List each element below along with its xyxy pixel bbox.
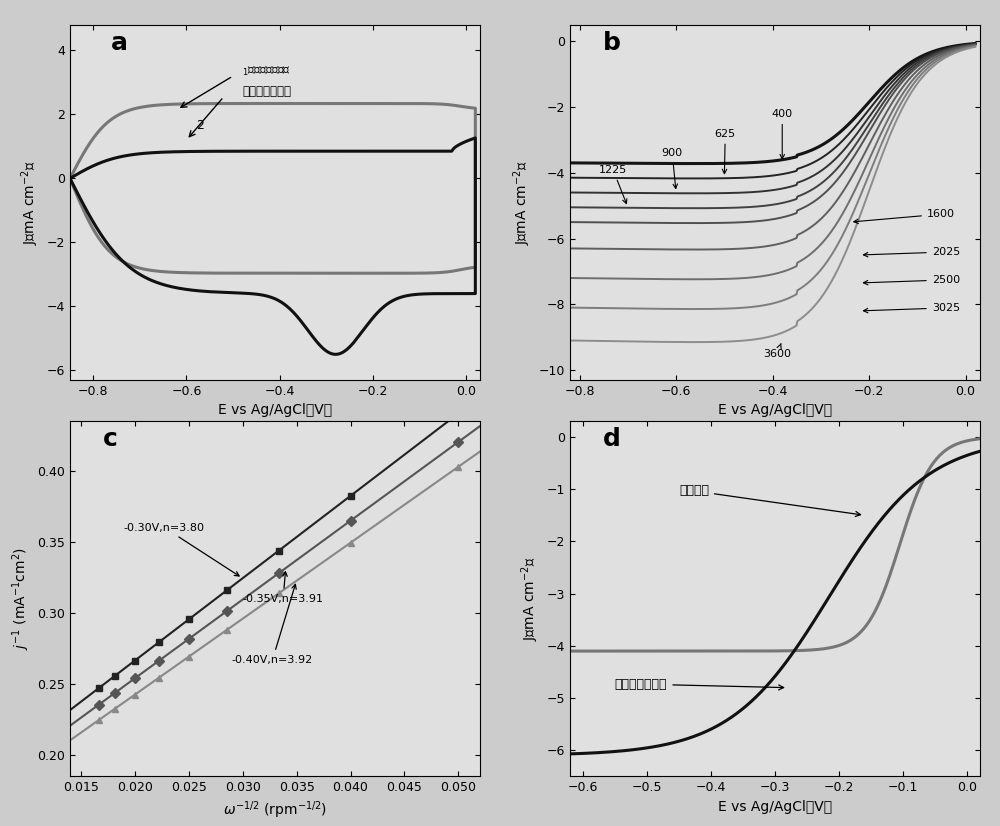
Text: 900: 900 — [662, 149, 683, 188]
Y-axis label: J（mA cm$^{-2}$）: J（mA cm$^{-2}$） — [519, 557, 541, 641]
Text: b: b — [603, 31, 621, 55]
Text: a: a — [111, 31, 128, 55]
Text: -0.30V,n=3.80: -0.30V,n=3.80 — [124, 523, 239, 576]
Text: 625: 625 — [715, 129, 736, 173]
Text: 2: 2 — [196, 119, 204, 132]
Text: 商业铂碳: 商业铂碳 — [679, 484, 861, 516]
Y-axis label: J（mA cm$^{-2}$）: J（mA cm$^{-2}$） — [512, 160, 533, 244]
Text: 1225: 1225 — [599, 164, 627, 203]
Y-axis label: $j^{-1}$ (mA$^{-1}$cm$^{2}$): $j^{-1}$ (mA$^{-1}$cm$^{2}$) — [10, 548, 32, 650]
Text: d: d — [603, 427, 621, 451]
Text: $_{1}$（饱和氮气下）: $_{1}$（饱和氮气下） — [242, 65, 291, 78]
Text: 3600: 3600 — [763, 344, 791, 359]
Text: 3025: 3025 — [863, 303, 960, 313]
Text: -0.35V,n=3.91: -0.35V,n=3.91 — [243, 572, 324, 604]
Text: （饱和氧气下）: （饱和氧气下） — [242, 85, 291, 98]
Text: c: c — [103, 427, 118, 451]
Y-axis label: J（mA cm$^{-2}$）: J（mA cm$^{-2}$） — [20, 160, 41, 244]
Text: 2500: 2500 — [863, 275, 960, 285]
Text: 2025: 2025 — [863, 247, 960, 257]
X-axis label: E vs Ag/AgCl（V）: E vs Ag/AgCl（V） — [718, 800, 832, 814]
X-axis label: $\omega^{-1/2}$ (rpm$^{-1/2}$): $\omega^{-1/2}$ (rpm$^{-1/2}$) — [223, 800, 327, 821]
X-axis label: E vs Ag/AgCl（V）: E vs Ag/AgCl（V） — [718, 403, 832, 417]
Text: 400: 400 — [772, 109, 793, 159]
Text: 1600: 1600 — [854, 209, 955, 224]
X-axis label: E vs Ag/AgCl（V）: E vs Ag/AgCl（V） — [218, 403, 332, 417]
Text: -0.40V,n=3.92: -0.40V,n=3.92 — [232, 584, 313, 665]
Text: 氮掺杂石墨烯球: 氮掺杂石墨烯球 — [615, 677, 784, 691]
